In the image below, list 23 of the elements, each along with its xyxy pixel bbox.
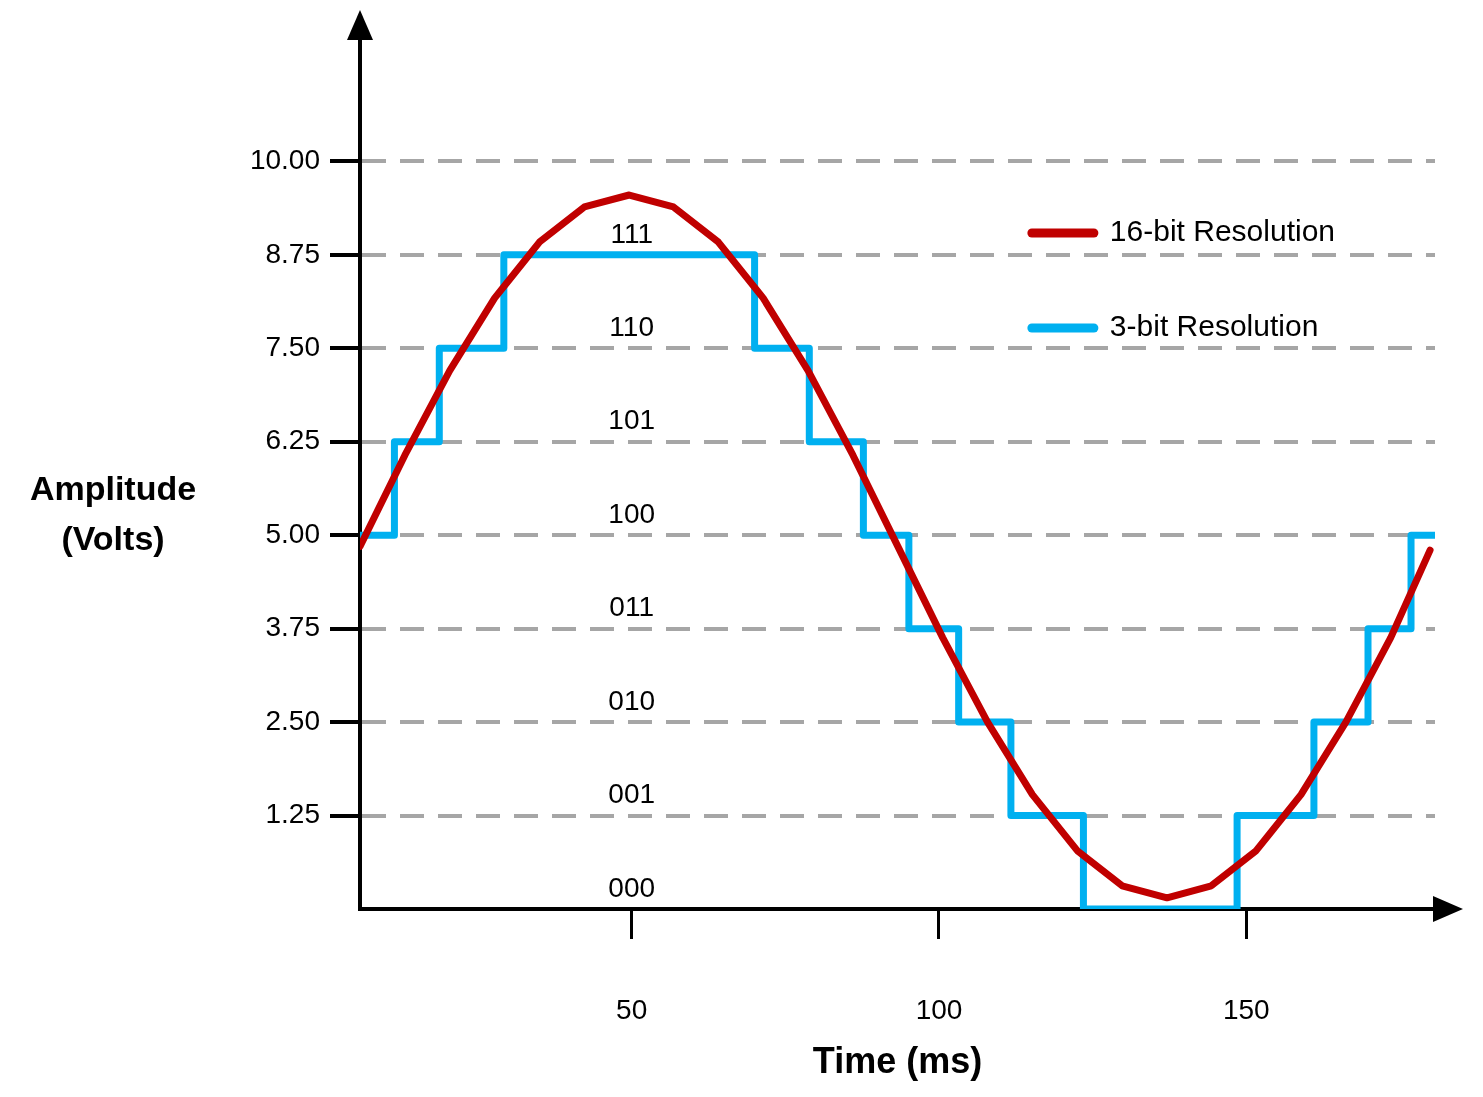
x-tick-label: 100 xyxy=(915,993,963,1025)
legend-label: 16-bit Resolution xyxy=(1109,214,1336,248)
legend-label: 3-bit Resolution xyxy=(1109,309,1319,343)
annotation: 000 xyxy=(608,871,656,903)
y-tick-label: 5.00 xyxy=(265,517,320,549)
annotation: 001 xyxy=(608,778,656,810)
annotation: 111 xyxy=(610,217,653,249)
y-axis-title: Amplitude (Volts) xyxy=(28,468,198,559)
annotation: 101 xyxy=(608,404,656,436)
y-tick-label: 10.00 xyxy=(249,144,320,176)
annotation: 100 xyxy=(608,497,656,529)
x-tick-label: 50 xyxy=(616,993,648,1025)
y-tick-label: 8.75 xyxy=(265,237,320,269)
y-tick-label: 7.50 xyxy=(265,330,320,362)
x-axis-title: Time (ms) xyxy=(812,1040,983,1082)
y-tick-label: 6.25 xyxy=(265,424,320,456)
y-tick-label: 1.25 xyxy=(265,798,320,830)
y-tick-label: 3.75 xyxy=(265,611,320,643)
annotation: 011 xyxy=(609,591,654,623)
annotation: 110 xyxy=(609,310,654,342)
annotation: 010 xyxy=(608,684,656,716)
x-tick-label: 150 xyxy=(1222,993,1270,1025)
y-tick-label: 2.50 xyxy=(265,704,320,736)
